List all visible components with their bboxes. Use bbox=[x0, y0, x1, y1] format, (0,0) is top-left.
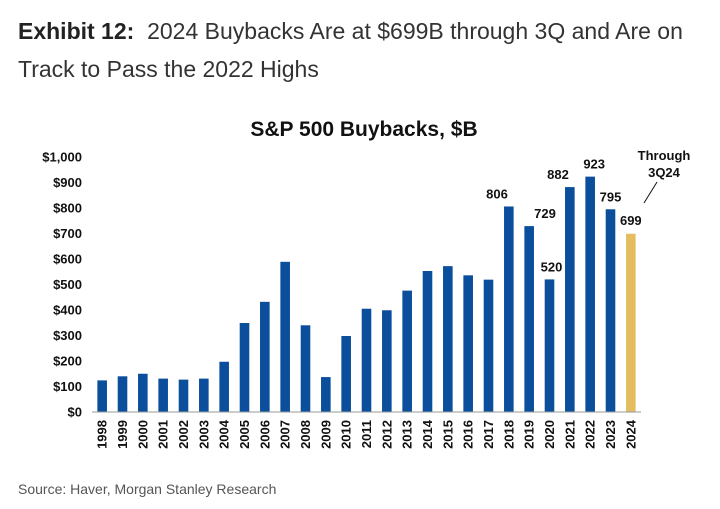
x-tick-label: 2019 bbox=[522, 420, 537, 449]
y-tick-label: $600 bbox=[53, 252, 82, 267]
bar-2005 bbox=[239, 323, 250, 412]
bar-2004 bbox=[219, 361, 229, 412]
annotation-line1: Through bbox=[638, 148, 691, 163]
bar-2011 bbox=[361, 308, 372, 412]
x-tick-label: 2015 bbox=[440, 420, 455, 449]
bar-2003 bbox=[199, 378, 209, 412]
x-tick-label: 2008 bbox=[298, 420, 313, 449]
x-tick-label: 2020 bbox=[542, 420, 557, 449]
x-tick-label: 2018 bbox=[501, 420, 516, 449]
data-label-2021: 882 bbox=[547, 167, 569, 182]
y-tick-label: $1,000 bbox=[42, 150, 82, 165]
annotation-pointer bbox=[643, 181, 658, 204]
y-tick-label: $300 bbox=[53, 328, 82, 343]
data-label-2020: 520 bbox=[541, 259, 563, 274]
x-tick-label: 1999 bbox=[115, 420, 130, 449]
x-tick-label: 2022 bbox=[583, 420, 598, 449]
chart-title: S&P 500 Buybacks, $B bbox=[250, 118, 477, 141]
bar-2020 bbox=[544, 279, 555, 412]
bar-2015 bbox=[443, 266, 453, 412]
x-tick-label: 2012 bbox=[379, 420, 394, 449]
data-label-2022: 923 bbox=[583, 157, 605, 172]
bars-group bbox=[97, 176, 636, 412]
x-tick-label: 2013 bbox=[400, 420, 415, 449]
bar-2023 bbox=[605, 209, 616, 412]
x-tick-label: 2009 bbox=[318, 420, 333, 449]
x-axis-ticks: 1998 1999 2000 2001 2002 2003 2004 2005 2006 2007… bbox=[95, 419, 639, 449]
y-tick-label: $500 bbox=[53, 277, 82, 292]
x-tick-label: 2001 bbox=[156, 420, 171, 449]
annotation-line2: 3Q24 bbox=[648, 165, 681, 180]
bar-2024 bbox=[626, 233, 636, 412]
bar-2008 bbox=[300, 325, 311, 412]
exhibit-title: Exhibit 12: 2024 Buybacks Are at $699B t… bbox=[18, 12, 708, 88]
x-tick-label: 2007 bbox=[278, 420, 293, 449]
x-tick-label: 2014 bbox=[420, 419, 435, 449]
bar-1998 bbox=[97, 380, 107, 412]
x-tick-label: 2023 bbox=[603, 420, 618, 449]
bar-1999 bbox=[117, 376, 128, 412]
bar-2012 bbox=[382, 310, 392, 412]
y-tick-label: $0 bbox=[68, 405, 82, 420]
bar-2001 bbox=[158, 378, 168, 412]
x-tick-label: 2002 bbox=[176, 420, 191, 449]
y-tick-label: $100 bbox=[53, 379, 82, 394]
bar-2016 bbox=[463, 275, 473, 412]
exhibit-label: Exhibit 12: bbox=[18, 18, 135, 44]
source-note: Source: Haver, Morgan Stanley Research bbox=[18, 481, 277, 497]
x-tick-label: 2021 bbox=[562, 420, 577, 449]
bar-2022 bbox=[585, 176, 595, 412]
x-tick-label: 1998 bbox=[95, 420, 110, 449]
bar-2010 bbox=[341, 336, 351, 412]
data-label-2018: 806 bbox=[486, 186, 508, 201]
bar-2000 bbox=[138, 373, 148, 412]
x-tick-label: 2010 bbox=[339, 420, 354, 449]
bar-2017 bbox=[483, 279, 494, 412]
y-tick-label: $400 bbox=[53, 303, 82, 318]
y-tick-label: $200 bbox=[53, 354, 82, 369]
bar-2002 bbox=[178, 379, 189, 412]
x-tick-label: 2005 bbox=[237, 420, 252, 449]
data-label-2024: 699 bbox=[620, 213, 642, 228]
bar-2007 bbox=[280, 261, 290, 412]
bar-2013 bbox=[402, 290, 412, 412]
data-labels-group: 806 729 520 882 923 795 699 bbox=[486, 157, 642, 275]
data-label-2023: 795 bbox=[600, 189, 622, 204]
data-label-2019: 729 bbox=[534, 206, 556, 221]
x-tick-label: 2011 bbox=[359, 420, 374, 448]
x-tick-label: 2017 bbox=[481, 420, 496, 449]
bar-2018 bbox=[504, 206, 514, 412]
y-tick-label: $700 bbox=[53, 226, 82, 241]
bar-2009 bbox=[321, 377, 331, 412]
x-tick-label: 2024 bbox=[623, 419, 638, 449]
y-tick-label: $900 bbox=[53, 175, 82, 190]
x-tick-label: 2016 bbox=[461, 420, 476, 449]
x-tick-label: 2003 bbox=[196, 420, 211, 449]
x-tick-label: 2004 bbox=[217, 419, 232, 449]
bar-2014 bbox=[422, 270, 433, 412]
x-tick-label: 2006 bbox=[257, 420, 272, 449]
bar-2021 bbox=[565, 187, 575, 412]
bar-2019 bbox=[524, 226, 534, 412]
exhibit-title-text: 2024 Buybacks Are at $699B through 3Q an… bbox=[18, 18, 683, 82]
bar-2006 bbox=[260, 301, 270, 412]
y-tick-label: $800 bbox=[53, 201, 82, 216]
y-axis-ticks: $0 $100 $200 $300 $400 $500 $600 $700 $800 $900 $1… bbox=[42, 150, 82, 420]
x-tick-label: 2000 bbox=[135, 420, 150, 449]
